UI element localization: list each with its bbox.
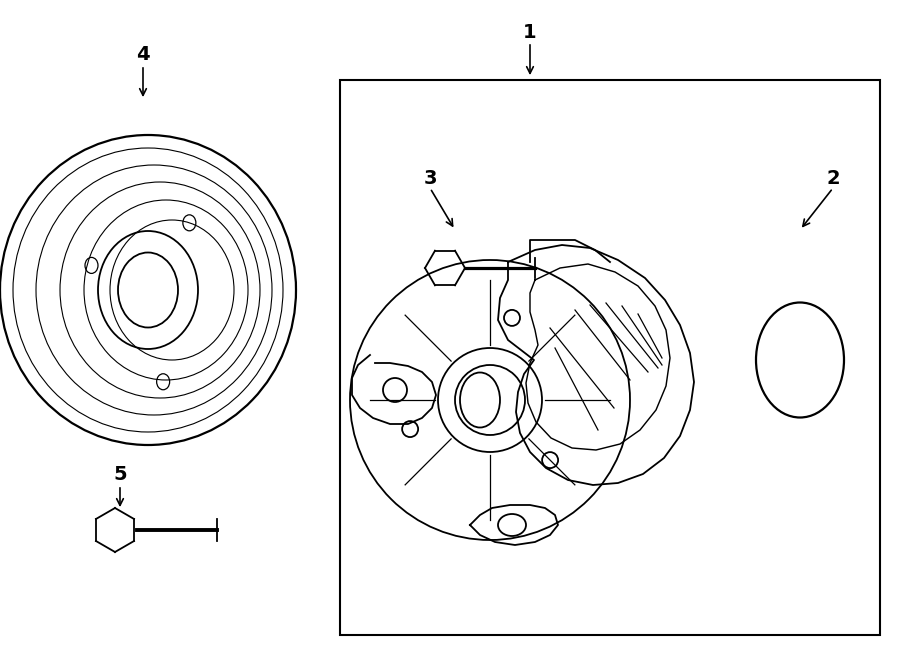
Bar	[340, 80, 880, 635]
Text: 1: 1	[523, 22, 536, 42]
Text: 3: 3	[423, 169, 436, 188]
Text: 5: 5	[113, 465, 127, 485]
Text: 4: 4	[136, 46, 149, 65]
Text: 2: 2	[826, 169, 840, 188]
